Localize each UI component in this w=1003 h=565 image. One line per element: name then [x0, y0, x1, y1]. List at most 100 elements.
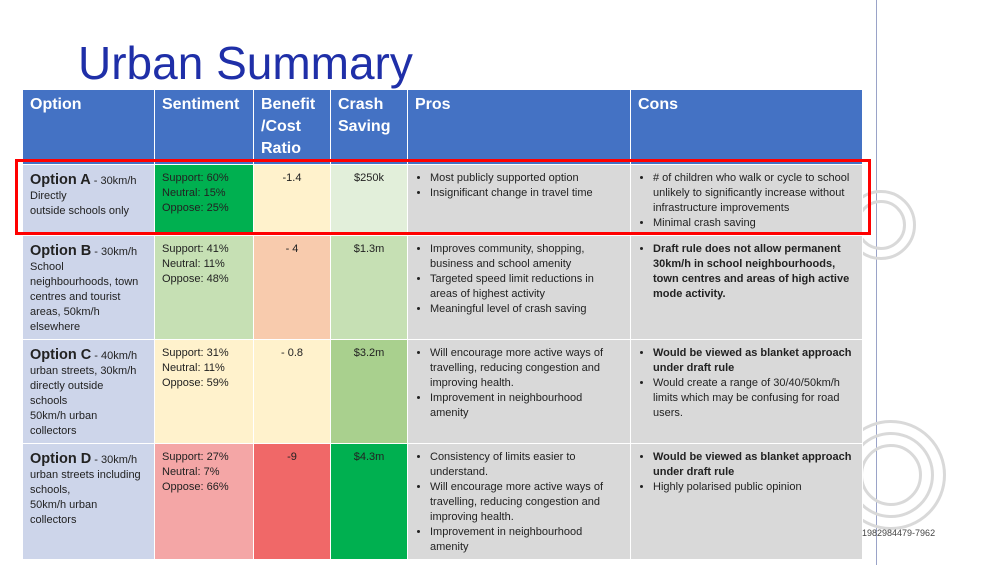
- pros-cell: Most publicly supported optionInsignific…: [407, 164, 631, 236]
- option-description-line: Directly: [30, 190, 67, 202]
- option-description-line: collectors: [30, 514, 77, 526]
- pros-item: Will encourage more active ways of trave…: [430, 480, 623, 525]
- benefit-cost-ratio-cell: -1.4: [253, 164, 331, 236]
- crash-saving-cell: $1.3m: [330, 235, 408, 340]
- header-option: Option: [22, 89, 155, 165]
- option-description-line: directly outside: [30, 380, 104, 392]
- option-description-line: schools,: [30, 484, 71, 496]
- cons-cell: Draft rule does not allow permanent 30km…: [630, 235, 863, 340]
- sentiment-support: Support: 31%: [162, 347, 229, 359]
- option-speed: - 40km/h: [91, 350, 138, 362]
- header-sentiment: Sentiment: [154, 89, 254, 165]
- cons-item: Would be viewed as blanket approach unde…: [653, 346, 855, 376]
- cons-list: Draft rule does not allow permanent 30km…: [638, 242, 855, 302]
- cons-item: Would be viewed as blanket approach unde…: [653, 450, 855, 480]
- sentiment-support: Support: 60%: [162, 172, 229, 184]
- header-crash-line2: Saving: [338, 118, 391, 135]
- pros-item: Insignificant change in travel time: [430, 186, 623, 201]
- cons-cell: Would be viewed as blanket approach unde…: [630, 443, 863, 560]
- option-speed: - 30km/h: [90, 175, 137, 187]
- pros-cell: Improves community, shopping, business a…: [407, 235, 631, 340]
- option-description-line: urban streets, 30km/h: [30, 365, 137, 377]
- sentiment-oppose: Oppose: 25%: [162, 202, 229, 214]
- sentiment-neutral: Neutral: 11%: [162, 258, 225, 270]
- header-benefit-cost-ratio: Benefit /Cost Ratio: [253, 89, 331, 165]
- cons-item: Would create a range of 30/40/50km/h lim…: [653, 376, 855, 421]
- cons-list: Would be viewed as blanket approach unde…: [638, 450, 855, 495]
- pros-list: Will encourage more active ways of trave…: [415, 346, 623, 421]
- cons-item: Draft rule does not allow permanent 30km…: [653, 242, 855, 302]
- header-crash-line1: Crash: [338, 96, 384, 113]
- crash-saving-cell: $4.3m: [330, 443, 408, 560]
- pros-item: Targeted speed limit reductions in areas…: [430, 272, 623, 302]
- pros-item: Most publicly supported option: [430, 171, 623, 186]
- pros-list: Consistency of limits easier to understa…: [415, 450, 623, 555]
- header-bcr-line3: Ratio: [261, 140, 301, 157]
- pros-item: Improves community, shopping, business a…: [430, 242, 623, 272]
- option-name: Option B: [30, 243, 92, 259]
- option-name: Option C: [30, 347, 92, 363]
- sentiment-neutral: Neutral: 11%: [162, 362, 225, 374]
- option-description-line: neighbourhoods, town: [30, 276, 139, 288]
- crash-saving-cell: $3.2m: [330, 339, 408, 444]
- benefit-cost-ratio-cell: -9: [253, 443, 331, 560]
- option-description-line: centres and tourist: [30, 291, 121, 303]
- header-bcr-line1: Benefit: [261, 96, 316, 113]
- option-speed: - 30km/h: [91, 246, 138, 258]
- reference-code: 1982984479-7962: [862, 528, 936, 538]
- table-row: Option A - 30km/h Directly outside schools…: [22, 164, 863, 236]
- slide-title: Urban Summary: [78, 37, 413, 89]
- sentiment-support: Support: 41%: [162, 243, 229, 255]
- option-name: Option D: [30, 451, 92, 467]
- header-row: Option Sentiment Benefit /Cost Ratio Cra…: [22, 89, 863, 165]
- option-description-line: schools: [30, 395, 68, 407]
- option-description-line: School: [30, 261, 64, 273]
- cons-list: Would be viewed as blanket approach unde…: [638, 346, 855, 421]
- sentiment-cell: Support: 41% Neutral: 11% Oppose: 48%: [154, 235, 254, 340]
- cons-item: Minimal crash saving: [653, 216, 855, 231]
- crash-saving-cell: $250k: [330, 164, 408, 236]
- option-cell: Option B - 30km/h School neighbourhoods, t…: [22, 235, 155, 340]
- sentiment-oppose: Oppose: 59%: [162, 377, 229, 389]
- table-row: Option D - 30km/h urban streets including…: [22, 443, 863, 560]
- cons-cell: # of children who walk or cycle to schoo…: [630, 164, 863, 236]
- sentiment-cell: Support: 31% Neutral: 11% Oppose: 59%: [154, 339, 254, 444]
- option-description-line: urban streets including: [30, 469, 141, 481]
- header-pros: Pros: [407, 89, 631, 165]
- summary-table: Option Sentiment Benefit /Cost Ratio Cra…: [22, 89, 863, 560]
- option-name: Option A: [30, 172, 91, 188]
- sentiment-neutral: Neutral: 15%: [162, 187, 226, 199]
- option-cell: Option C - 40km/h urban streets, 30km/h di…: [22, 339, 155, 444]
- option-cell: Option A - 30km/h Directly outside schools…: [22, 164, 155, 236]
- option-cell: Option D - 30km/h urban streets including…: [22, 443, 155, 560]
- option-description-line: collectors: [30, 425, 77, 437]
- pros-item: Will encourage more active ways of trave…: [430, 346, 623, 391]
- pros-cell: Consistency of limits easier to understa…: [407, 443, 631, 560]
- table-row: Option B - 30km/h School neighbourhoods, t…: [22, 235, 863, 340]
- benefit-cost-ratio-cell: - 4: [253, 235, 331, 340]
- pros-list: Improves community, shopping, business a…: [415, 242, 623, 317]
- sentiment-support: Support: 27%: [162, 451, 229, 463]
- sentiment-oppose: Oppose: 48%: [162, 273, 229, 285]
- pros-list: Most publicly supported optionInsignific…: [415, 171, 623, 201]
- slide-edge-line: [876, 0, 877, 565]
- pros-item: Consistency of limits easier to understa…: [430, 450, 623, 480]
- table-row: Option C - 40km/h urban streets, 30km/h di…: [22, 339, 863, 444]
- option-a-highlight-box: [15, 159, 871, 235]
- option-description-line: 50km/h urban: [30, 499, 98, 511]
- option-description-line: elsewhere: [30, 321, 81, 333]
- option-speed: - 30km/h: [91, 454, 138, 466]
- header-crash-saving: Crash Saving: [330, 89, 408, 165]
- sentiment-oppose: Oppose: 66%: [162, 481, 229, 493]
- option-description-line: areas, 50km/h: [30, 306, 100, 318]
- pros-item: Meaningful level of crash saving: [430, 302, 623, 317]
- header-cons: Cons: [630, 89, 863, 165]
- cons-list: # of children who walk or cycle to schoo…: [638, 171, 855, 231]
- option-description-line: outside schools only: [30, 205, 130, 217]
- pros-item: Improvement in neighbourhood amenity: [430, 525, 623, 555]
- sentiment-neutral: Neutral: 7%: [162, 466, 220, 478]
- header-bcr-line2: /Cost: [261, 118, 301, 135]
- cons-cell: Would be viewed as blanket approach unde…: [630, 339, 863, 444]
- cons-item: Highly polarised public opinion: [653, 480, 855, 495]
- cons-item: # of children who walk or cycle to schoo…: [653, 171, 855, 216]
